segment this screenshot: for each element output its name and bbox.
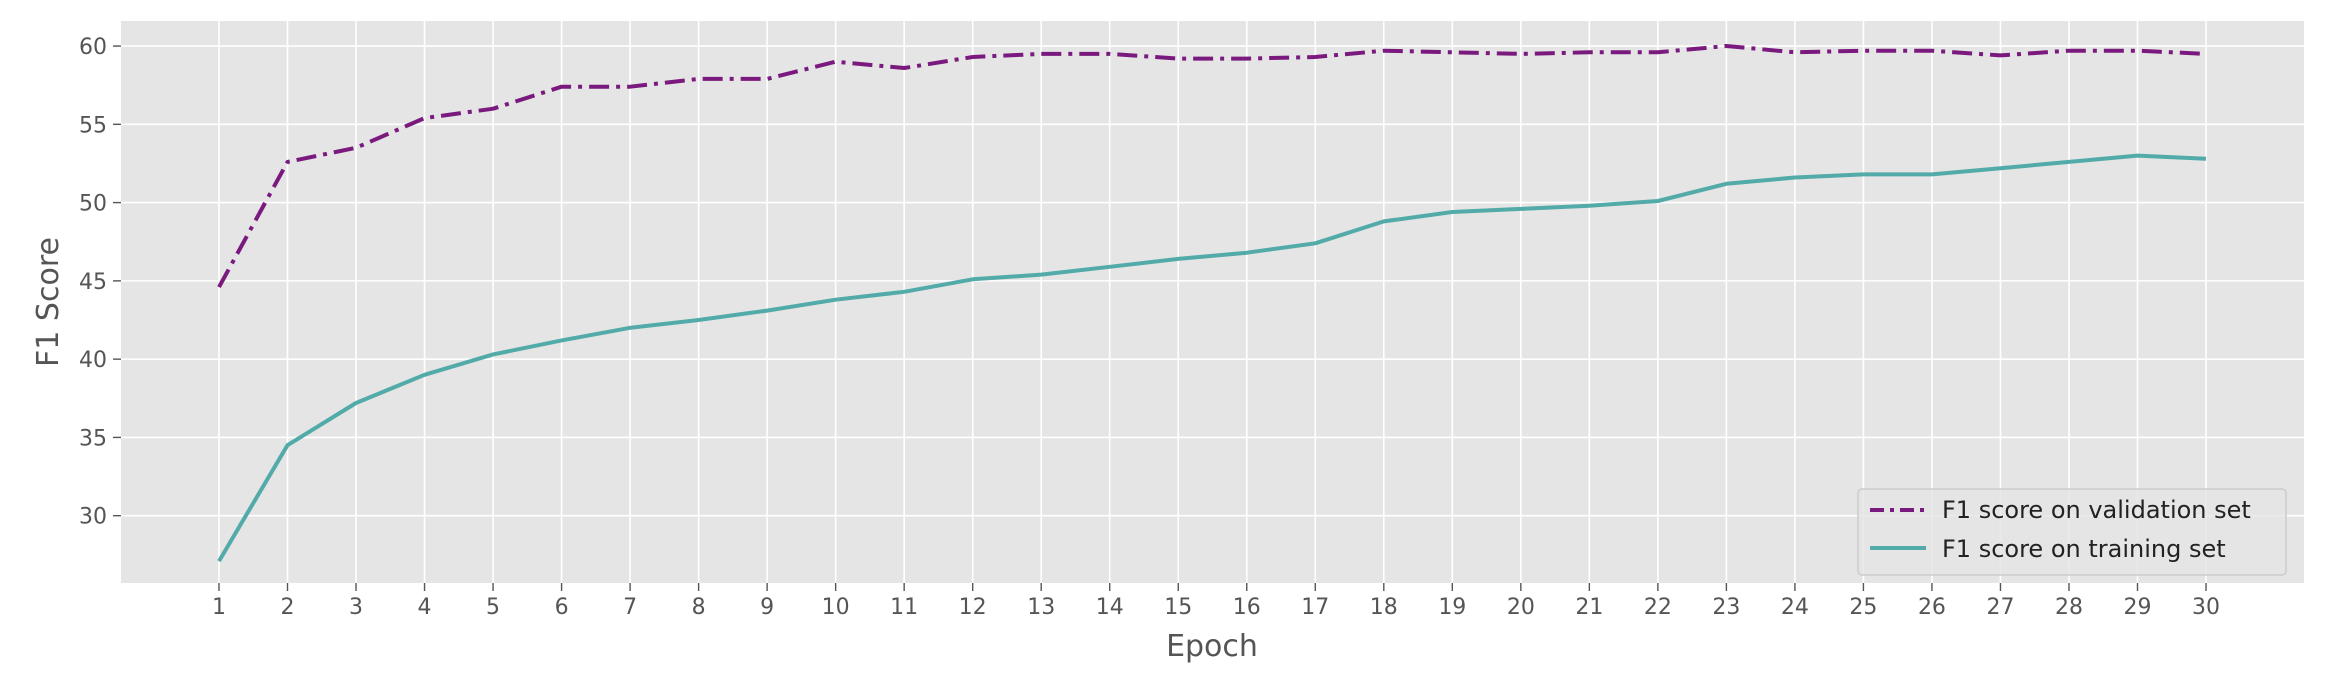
x-tick-label: 22 bbox=[1644, 595, 1672, 620]
x-tick-label: 20 bbox=[1507, 595, 1535, 620]
x-tick-label: 7 bbox=[623, 595, 637, 620]
x-tick-label: 2 bbox=[281, 595, 295, 620]
legend: F1 score on validation set F1 score on t… bbox=[1857, 488, 2287, 576]
training-series-line bbox=[217, 153, 2207, 563]
x-tick-label: 30 bbox=[2192, 595, 2220, 620]
x-tick-label: 24 bbox=[1781, 595, 1809, 620]
x-tick-label: 11 bbox=[890, 595, 918, 620]
y-axis-title: F1 Score bbox=[31, 237, 66, 367]
y-tick-label: 45 bbox=[79, 270, 107, 295]
y-tick-label: 30 bbox=[79, 505, 107, 530]
x-tick-label: 29 bbox=[2124, 595, 2152, 620]
x-tick-label: 8 bbox=[692, 595, 706, 620]
x-tick-label: 13 bbox=[1027, 595, 1055, 620]
x-tick-label: 21 bbox=[1575, 595, 1603, 620]
x-tick-label: 6 bbox=[555, 595, 569, 620]
x-tick-label: 12 bbox=[959, 595, 987, 620]
validation-series-line bbox=[217, 44, 2207, 289]
legend-training-label: F1 score on training set bbox=[1942, 535, 2226, 563]
y-tick-label: 50 bbox=[79, 192, 107, 217]
x-tick-label: 14 bbox=[1096, 595, 1124, 620]
x-tick-label: 19 bbox=[1438, 595, 1466, 620]
x-tick-label: 1 bbox=[212, 595, 226, 620]
y-tick-label: 35 bbox=[79, 426, 107, 451]
x-axis-title: Epoch bbox=[1166, 629, 1258, 664]
x-tick-label: 27 bbox=[1986, 595, 2014, 620]
y-tick-label: 40 bbox=[79, 348, 107, 373]
y-tick-label: 60 bbox=[79, 35, 107, 60]
series-lines bbox=[217, 44, 2207, 563]
x-tick-label: 5 bbox=[486, 595, 500, 620]
x-tick-label: 18 bbox=[1370, 595, 1398, 620]
x-tick-label: 10 bbox=[822, 595, 850, 620]
x-tick-label: 9 bbox=[760, 595, 774, 620]
legend-validation-label: F1 score on validation set bbox=[1942, 496, 2251, 524]
x-tick-label: 4 bbox=[418, 595, 432, 620]
x-tick-label: 25 bbox=[1849, 595, 1877, 620]
x-tick-label: 15 bbox=[1164, 595, 1192, 620]
x-tick-label: 3 bbox=[349, 595, 363, 620]
legend-box bbox=[1857, 488, 2287, 576]
x-tick-label: 26 bbox=[1918, 595, 1946, 620]
x-tick-label: 28 bbox=[2055, 595, 2083, 620]
x-tick-label: 23 bbox=[1712, 595, 1740, 620]
x-tick-label: 17 bbox=[1301, 595, 1329, 620]
x-tick-label: 16 bbox=[1233, 595, 1261, 620]
y-tick-label: 55 bbox=[79, 113, 107, 138]
